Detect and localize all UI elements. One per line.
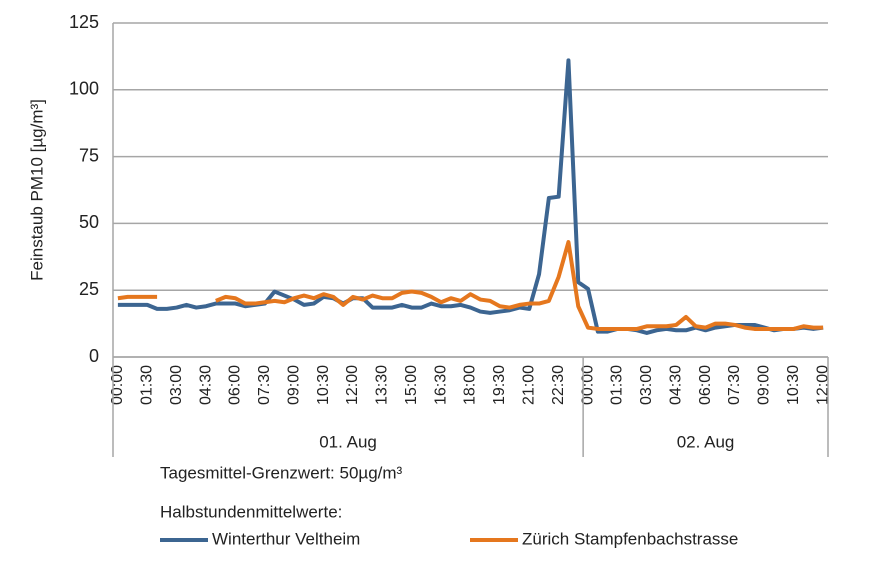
x-tick-label: 12:00	[814, 365, 831, 405]
x-tick-label: 03:00	[168, 365, 185, 405]
y-tick-label: 100	[69, 79, 99, 99]
y-tick-label: 25	[79, 279, 99, 299]
x-tick-label: 06:00	[697, 365, 714, 405]
x-tick-label: 19:30	[491, 365, 508, 405]
group-label: 02. Aug	[677, 432, 735, 451]
x-tick-label: 03:00	[638, 365, 655, 405]
x-tick-label: 00:00	[109, 365, 126, 405]
x-tick-label: 13:30	[374, 365, 391, 405]
x-tick-label: 10:30	[785, 365, 802, 405]
y-tick-label: 75	[79, 145, 99, 165]
x-tick-label: 16:30	[432, 365, 449, 405]
legend-title: Halbstundenmittelwerte:	[160, 502, 342, 521]
x-tick-label: 22:30	[550, 365, 567, 405]
x-tick-label: 09:00	[756, 365, 773, 405]
x-tick-label: 12:00	[344, 365, 361, 405]
series-line	[117, 240, 824, 331]
annotation: Tagesmittel-Grenzwert: 50µg/m³	[160, 463, 403, 482]
x-tick-label: 10:30	[315, 365, 332, 405]
x-tick-label: 00:00	[579, 365, 596, 405]
y-axis-label: Feinstaub PM10 [µg/m³]	[27, 99, 46, 281]
x-tick-label: 15:00	[403, 365, 420, 405]
legend-label: Winterthur Veltheim	[212, 529, 360, 548]
x-tick-label: 01:30	[138, 365, 155, 405]
y-tick-label: 50	[79, 212, 99, 232]
group-label: 01. Aug	[319, 432, 377, 451]
legend-label: Zürich Stampfenbachstrasse	[522, 529, 738, 548]
x-tick-label: 18:00	[462, 365, 479, 405]
x-tick-label: 06:00	[227, 365, 244, 405]
x-tick-label: 09:00	[285, 365, 302, 405]
x-tick-label: 21:00	[520, 365, 537, 405]
x-tick-label: 04:30	[667, 365, 684, 405]
x-tick-label: 07:30	[256, 365, 273, 405]
y-tick-label: 0	[89, 346, 99, 366]
x-tick-label: 01:30	[609, 365, 626, 405]
x-tick-label: 07:30	[726, 365, 743, 405]
y-tick-label: 125	[69, 12, 99, 32]
series-line	[117, 58, 824, 335]
x-tick-label: 04:30	[197, 365, 214, 405]
